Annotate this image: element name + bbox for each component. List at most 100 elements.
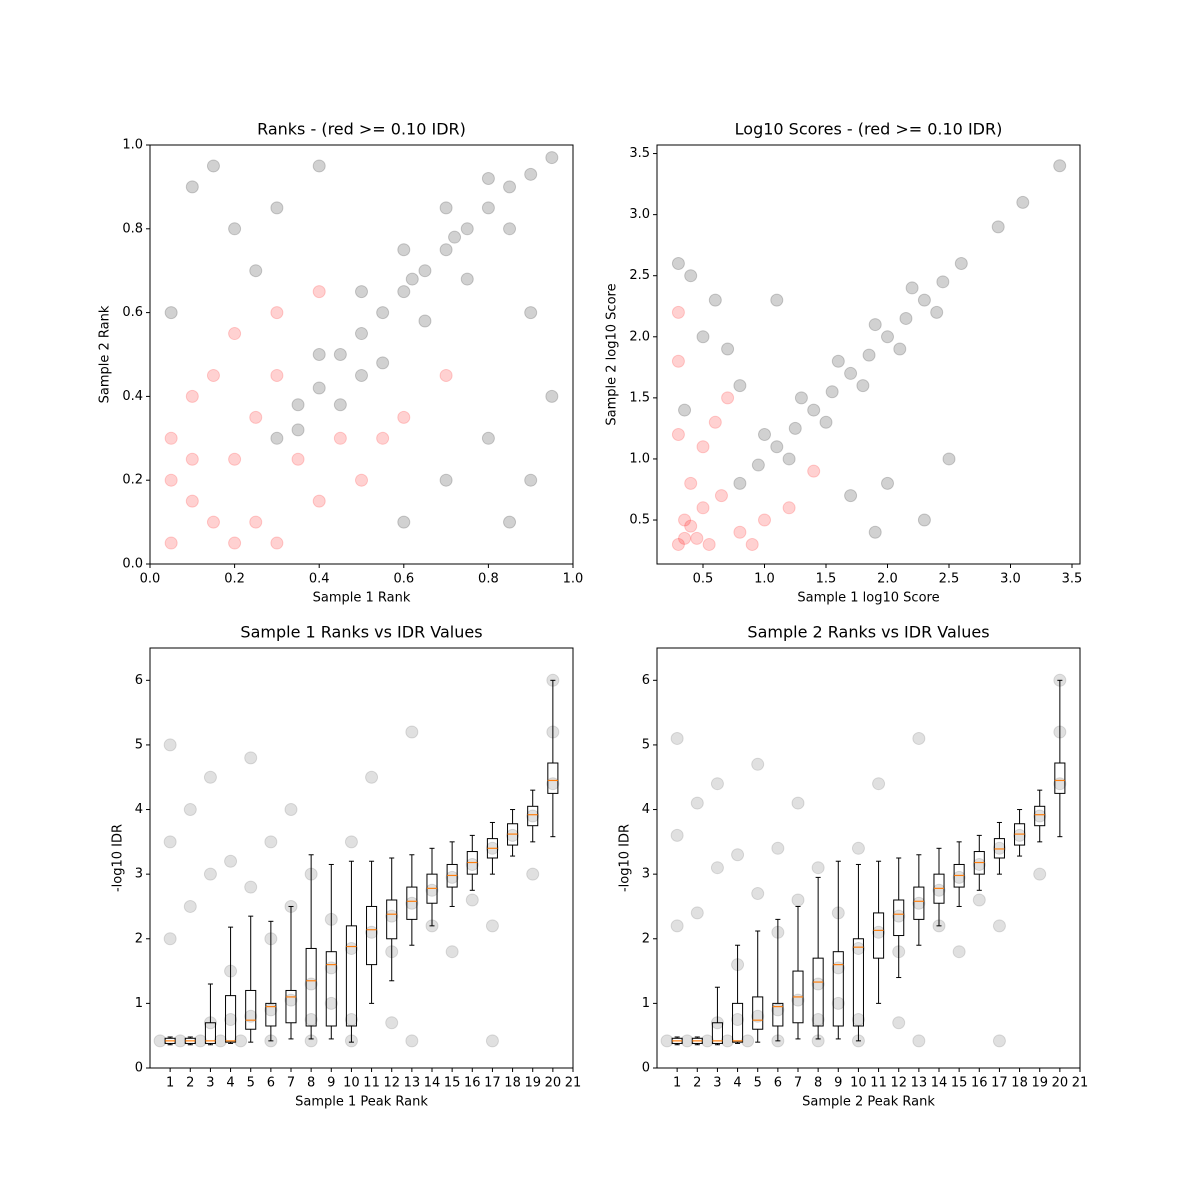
point <box>405 896 419 910</box>
point <box>868 525 882 539</box>
subplot: 1 2 3 4 5 6 7 8 9 10 11 12 13 14 15 16 17 18 19 20 210123456… <box>618 623 1089 1110</box>
subplot: 0.5 1.0 1.5 2.0 2.5 3.0 3.5 0.5 1.0 1.5 2.0 2.5 3.0 3… <box>605 120 1083 606</box>
point <box>741 1034 755 1048</box>
box <box>832 951 844 1027</box>
point <box>862 348 876 362</box>
x-tick-label: 1.5 <box>816 572 837 587</box>
point <box>851 941 865 955</box>
box <box>305 947 317 1027</box>
x-tick-label: 18 <box>504 1076 521 1091</box>
point <box>844 489 858 503</box>
point <box>312 381 326 395</box>
y-tick-label: 1.0 <box>629 451 650 466</box>
point <box>206 515 220 529</box>
point <box>771 1003 785 1017</box>
point <box>153 1034 167 1048</box>
y-axis-label: Sample 2 log10 Score <box>605 283 620 425</box>
chart-title: Sample 2 Ranks vs IDR Values <box>747 623 989 642</box>
x-tick-label: 0.8 <box>478 572 499 587</box>
point <box>733 476 747 490</box>
point <box>811 1013 825 1027</box>
x-tick-label: 10 <box>343 1076 360 1091</box>
point <box>791 796 805 810</box>
point <box>163 835 177 849</box>
point <box>164 306 178 320</box>
box <box>366 905 378 966</box>
point <box>807 403 821 417</box>
point <box>751 757 765 771</box>
point <box>173 1034 187 1048</box>
point <box>333 431 347 445</box>
point <box>992 841 1006 855</box>
x-axis-label: Sample 1 Peak Rank <box>295 1095 428 1110</box>
point <box>385 1016 399 1030</box>
point <box>503 180 517 194</box>
point <box>942 452 956 466</box>
point <box>355 368 368 382</box>
x-tick-label: 18 <box>1011 1076 1028 1091</box>
point <box>758 513 772 527</box>
point <box>972 893 986 907</box>
point <box>892 909 906 923</box>
point <box>203 867 217 881</box>
point <box>324 996 338 1010</box>
point <box>770 440 784 454</box>
point <box>917 293 931 307</box>
x-tick-label: 3.5 <box>1062 572 1083 587</box>
point <box>524 473 538 487</box>
point <box>244 880 258 894</box>
x-tick-label: 17 <box>991 1076 1008 1091</box>
x-tick-label: 16 <box>971 1076 988 1091</box>
x-tick-label: 6 <box>267 1076 275 1091</box>
x-tick-label: 3.0 <box>1000 572 1021 587</box>
axes-frame <box>656 647 1081 1069</box>
x-tick-label: 0.0 <box>140 572 161 587</box>
x-tick-label: 0.4 <box>309 572 330 587</box>
plot-area <box>164 151 559 550</box>
box <box>245 989 257 1030</box>
point <box>678 403 692 417</box>
point <box>782 452 796 466</box>
point <box>912 731 926 745</box>
point <box>708 293 722 307</box>
x-tick-label: 7 <box>794 1076 802 1091</box>
point <box>344 835 358 849</box>
point <box>690 796 704 810</box>
point <box>831 354 845 368</box>
point <box>936 275 950 289</box>
point <box>731 1013 745 1027</box>
point <box>690 906 704 920</box>
point <box>771 841 785 855</box>
point <box>545 151 559 165</box>
point <box>1033 809 1047 823</box>
point <box>992 1034 1006 1048</box>
x-tick-label: 21 <box>565 1076 582 1091</box>
point <box>702 537 716 551</box>
point <box>881 476 895 490</box>
point <box>355 473 368 487</box>
point <box>304 977 318 991</box>
y-tick-label: 0.2 <box>122 473 143 488</box>
point <box>794 391 808 405</box>
box <box>1054 762 1066 794</box>
point <box>893 342 907 356</box>
x-tick-label: 4 <box>733 1076 741 1091</box>
point <box>485 919 499 933</box>
point <box>185 494 199 508</box>
point <box>465 857 479 871</box>
point <box>678 513 692 527</box>
point <box>418 314 432 328</box>
point <box>249 264 263 278</box>
point <box>791 893 805 907</box>
point <box>811 977 825 991</box>
y-tick-label: 3.0 <box>629 207 650 222</box>
point <box>214 1034 227 1048</box>
point <box>745 537 759 551</box>
point <box>670 731 684 745</box>
point <box>485 1034 499 1048</box>
point <box>524 167 538 181</box>
box <box>325 951 337 1027</box>
point <box>333 348 347 361</box>
point <box>714 489 728 503</box>
point <box>460 272 474 286</box>
